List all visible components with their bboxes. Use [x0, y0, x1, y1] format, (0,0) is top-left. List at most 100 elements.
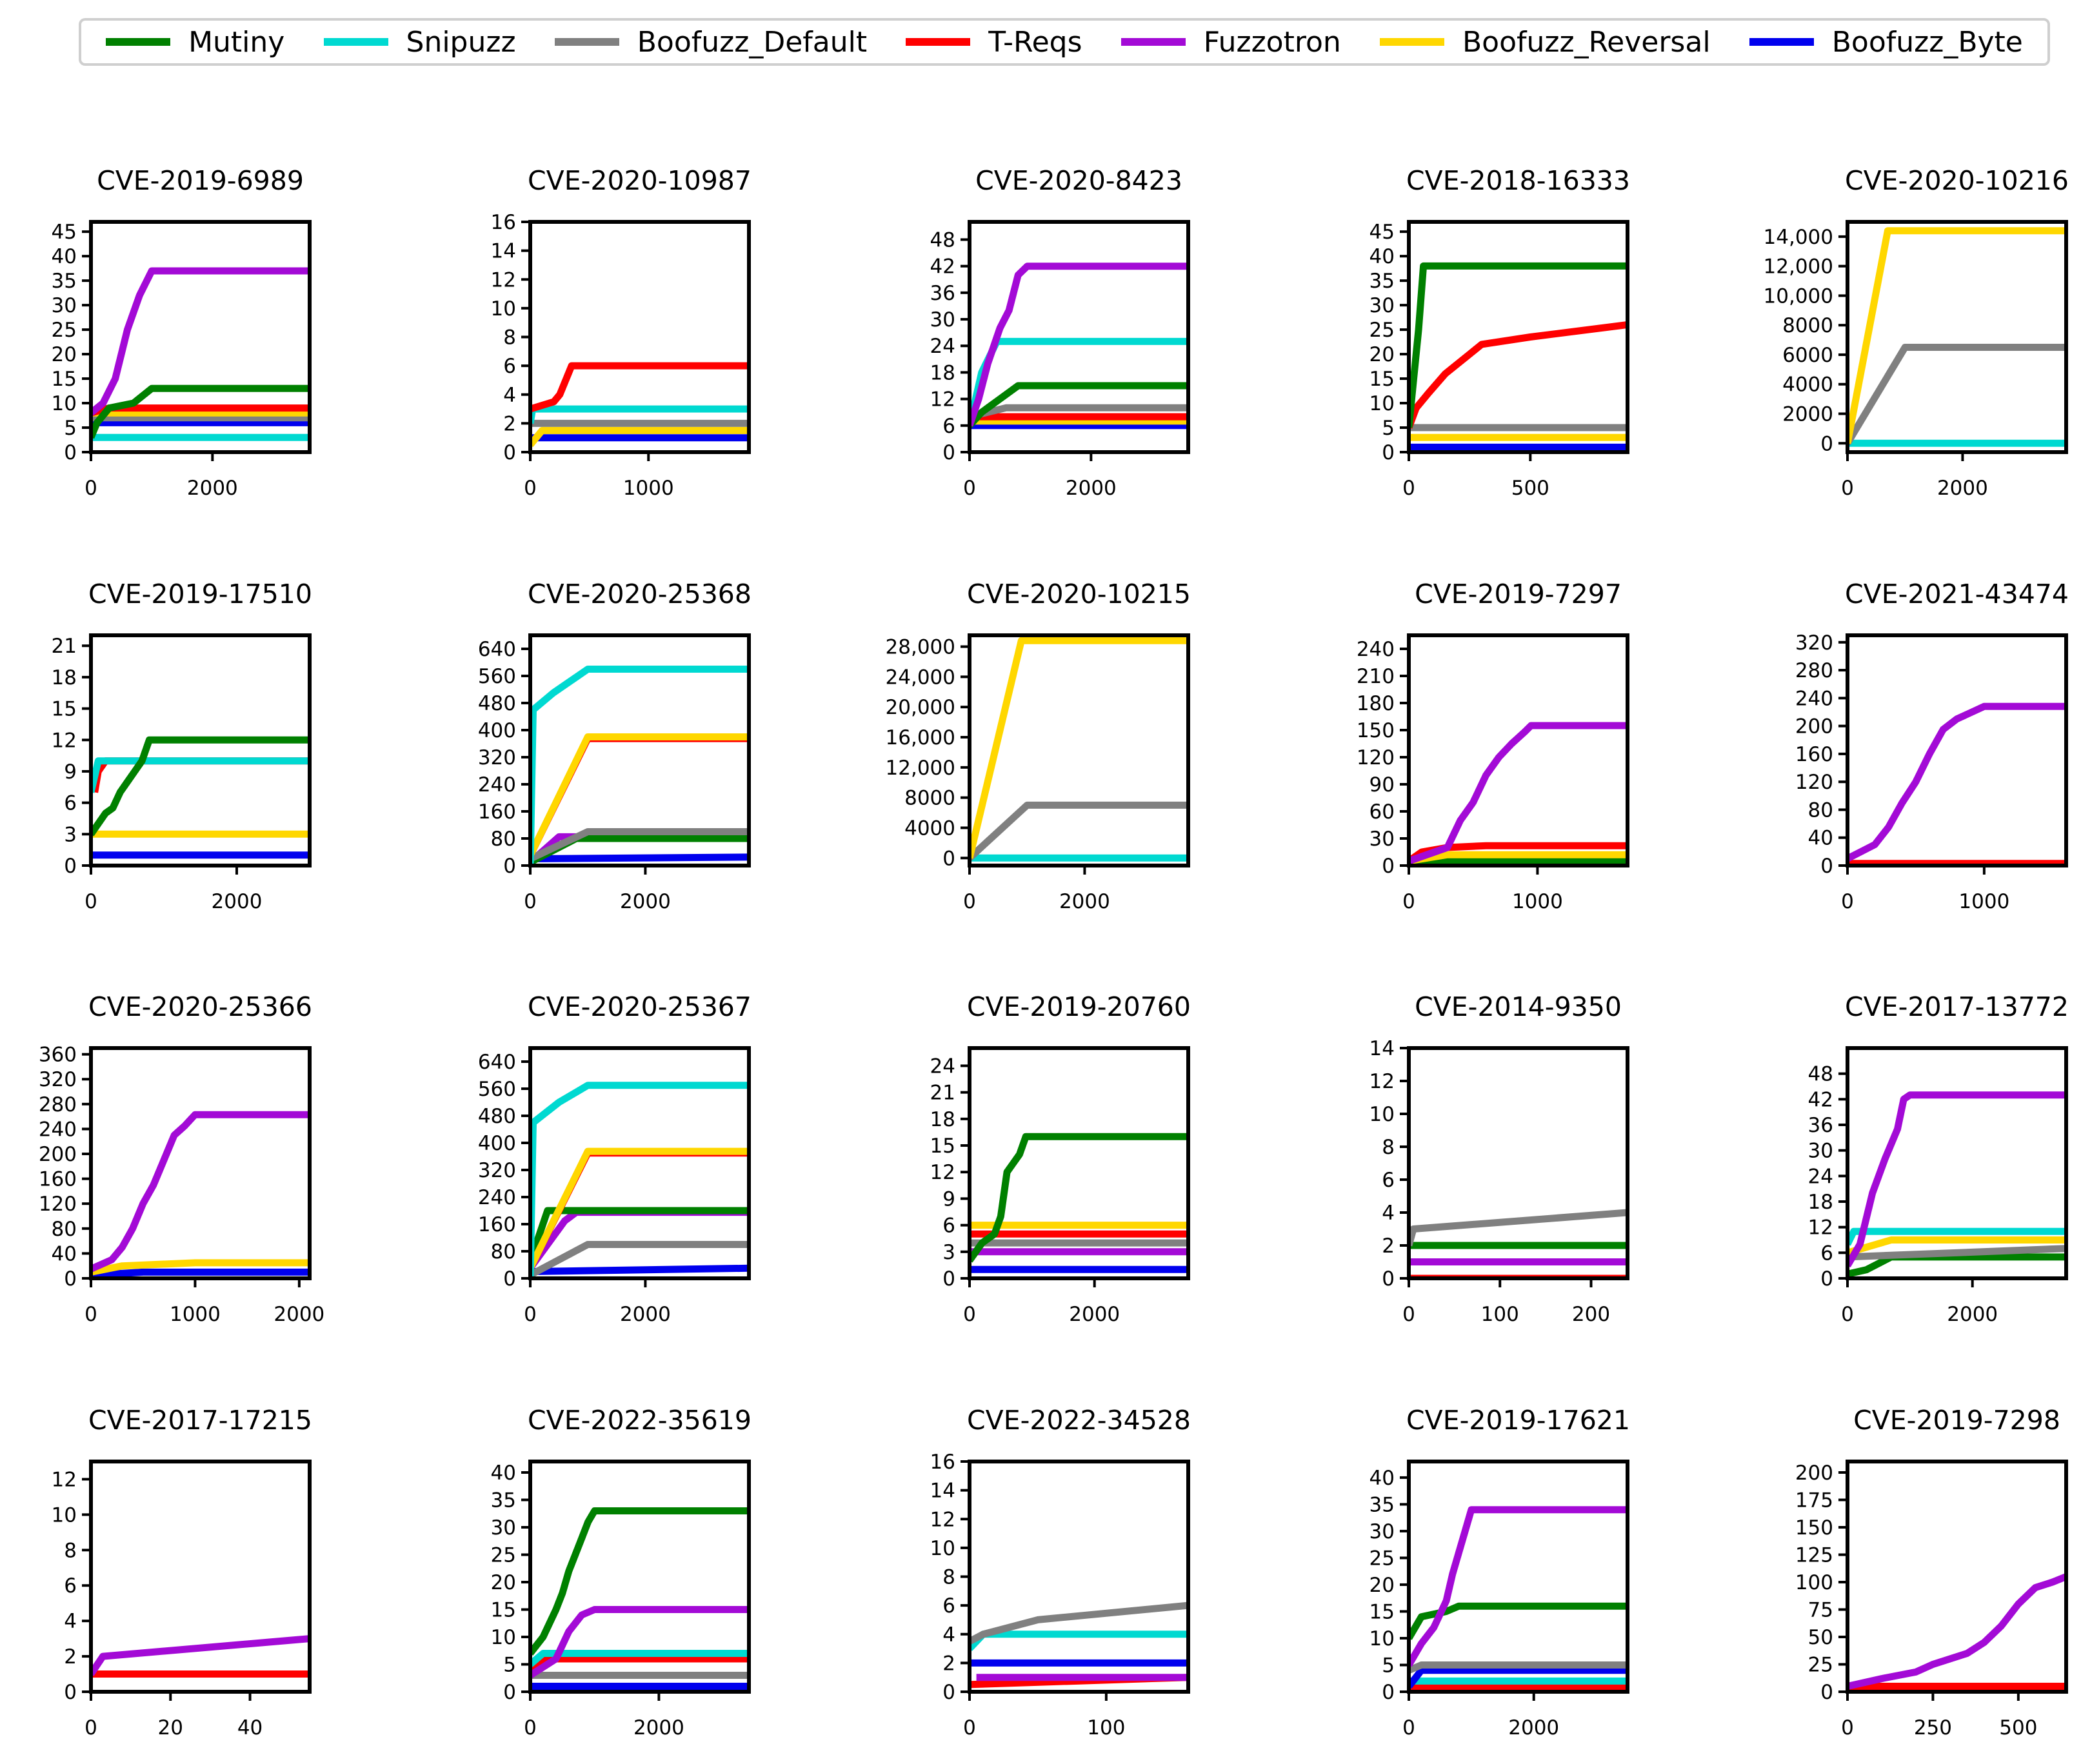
x-tick-label: 2000 [620, 890, 671, 913]
y-tick-label: 4 [503, 384, 516, 407]
plot-frame [1846, 220, 2068, 454]
series-line-fuzzotron [1409, 1506, 1628, 1667]
y-tick-label: 25 [1369, 1547, 1395, 1570]
y-tick-label: 15 [52, 698, 77, 721]
y-tick-label: 2 [942, 1652, 955, 1675]
y-tick-label: 24 [930, 335, 955, 358]
series-line-boofuzz-default [1847, 1245, 2066, 1261]
subplot-cve-2020-10215: CVE-2020-10215 0 4000 8000 12,000 16,000 20,00… [886, 579, 1191, 913]
plot-frame [89, 633, 312, 867]
y-tick-label: 150 [1357, 719, 1395, 742]
y-tick-label: 0 [64, 855, 77, 878]
y-tick-label: 12 [52, 1468, 77, 1491]
y-tick-label: 18 [1808, 1191, 1833, 1214]
series-group [970, 1601, 1188, 1689]
y-tick-label: 12 [930, 1161, 955, 1184]
x-tick-label: 2000 [1066, 477, 1117, 500]
plot-frame [968, 633, 1190, 867]
y-tick-label: 240 [1357, 638, 1395, 661]
y-tick-label: 10 [491, 1626, 516, 1649]
x-tick-label: 0 [1841, 477, 1854, 500]
y-tick-label: 80 [52, 1218, 77, 1241]
y-tick-label: 2000 [1782, 403, 1833, 426]
legend-item-boofuzz-default: Boofuzz_Default [554, 25, 868, 59]
y-tick-label: 21 [930, 1082, 955, 1105]
y-tick-label: 0 [942, 441, 955, 464]
series-group [530, 362, 749, 448]
subplot-title: CVE-2022-35619 [528, 1405, 752, 1436]
y-tick-label: 5 [1382, 1654, 1395, 1677]
y-tick-label: 10 [930, 1537, 955, 1560]
y-tick-label: 35 [1369, 1493, 1395, 1516]
series-line-t-reqs [530, 362, 749, 413]
y-tick-label: 6 [1820, 1242, 1833, 1265]
subplot-cve-2020-25367: CVE-2020-25367 0 80 160 240 320 400 480 560 640 0 2… [478, 991, 752, 1326]
x-tick-label: 40 [237, 1716, 263, 1739]
y-tick-label: 5 [1382, 417, 1395, 440]
series-group [530, 666, 749, 866]
x-tick-label: 2000 [1508, 1716, 1559, 1739]
x-tick-label: 0 [524, 890, 537, 913]
subplot-cve-2020-10987: CVE-2020-10987 0 2 4 6 8 10 12 14 16 0 1000 [491, 165, 752, 500]
x-tick-label: 2000 [1069, 1303, 1120, 1326]
x-tick-label: 0 [85, 890, 97, 913]
y-tick-label: 150 [1795, 1516, 1833, 1540]
x-tick-label: 0 [1841, 1716, 1854, 1739]
y-tick-label: 560 [478, 665, 516, 688]
y-tick-label: 20 [491, 1571, 516, 1594]
subplot-cve-2021-43474: CVE-2021-43474 0 40 80 120 160 200 240 280 320 0 10… [1795, 579, 2069, 913]
subplot-title: CVE-2019-20760 [967, 991, 1191, 1022]
y-tick-label: 40 [52, 1242, 77, 1265]
y-tick-label: 4 [942, 1623, 955, 1647]
y-tick-label: 24 [1808, 1165, 1833, 1188]
y-tick-label: 12 [1808, 1216, 1833, 1240]
y-tick-label: 160 [1795, 743, 1833, 766]
y-tick-label: 60 [1369, 800, 1395, 824]
plot-frame [1407, 633, 1629, 867]
series-group [1847, 227, 2066, 447]
y-tick-label: 15 [1369, 1600, 1395, 1623]
y-tick-label: 24,000 [886, 666, 955, 689]
x-tick-label: 1000 [1958, 890, 2009, 913]
series-group [1409, 722, 1628, 866]
plot-frame [968, 1460, 1190, 1694]
y-tick-label: 0 [1820, 855, 1833, 878]
subplot-cve-2020-25366: CVE-2020-2536604080120160200240280320360… [39, 991, 324, 1326]
series-group [1847, 702, 2066, 866]
subplot-title: CVE-2014-9350 [1415, 991, 1622, 1022]
y-tick-label: 10 [52, 392, 77, 415]
series-line-snipuzz [970, 1630, 1188, 1651]
legend-item-t-reqs: T-Reqs [906, 26, 1082, 59]
y-tick-label: 10 [1369, 1103, 1395, 1126]
y-tick-label: 0 [1382, 441, 1395, 464]
subplot-title: CVE-2019-7298 [1853, 1405, 2060, 1436]
subplot-cve-2017-17215: CVE-2017-17215 0 2 4 6 8 10 12 0 20 40 [52, 1405, 312, 1739]
y-tick-label: 4000 [1782, 373, 1833, 397]
x-tick-label: 0 [85, 477, 97, 500]
y-tick-label: 20 [52, 343, 77, 366]
series-line-mutiny [970, 382, 1188, 428]
series-line-snipuzz [1847, 1227, 2066, 1246]
y-tick-label: 42 [930, 255, 955, 279]
y-tick-label: 90 [1369, 773, 1395, 797]
y-tick-label: 0 [503, 441, 516, 464]
legend-item-boofuzz-byte: Boofuzz_Byte [1749, 26, 2023, 59]
legend-label: Mutiny [188, 25, 285, 59]
x-tick-label: 0 [963, 1716, 976, 1739]
legend-label: Boofuzz_Default [637, 25, 868, 59]
subplot-cve-2014-9350: CVE-2014-9350 0 2 4 6 8 10 12 14 0 100 200 [1369, 991, 1629, 1326]
legend-item-snipuzz: Snipuzz [323, 26, 516, 59]
x-tick-label: 2000 [620, 1303, 671, 1326]
y-tick-label: 6 [503, 355, 516, 378]
series-group [1409, 1506, 1628, 1690]
y-tick-label: 12 [930, 388, 955, 411]
legend-item-boofuzz-reversal: Boofuzz_Reversal [1379, 26, 1711, 59]
subplot-cve-2019-17621: CVE-2019-17621 0 5 10 15 20 25 30 35 40 0 2000 [1369, 1405, 1630, 1739]
y-tick-label: 30 [1369, 1520, 1395, 1543]
y-tick-label: 5 [64, 417, 77, 440]
subplot-cve-2020-25368: CVE-2020-25368 0 80 160 240 320 400 480 560 640 0 2… [478, 579, 752, 913]
y-tick-label: 0 [942, 1681, 955, 1704]
legend-label: Fuzzotron [1203, 25, 1341, 59]
y-tick-label: 8 [64, 1539, 77, 1562]
series-line-boofuzz-reversal [970, 637, 1188, 859]
